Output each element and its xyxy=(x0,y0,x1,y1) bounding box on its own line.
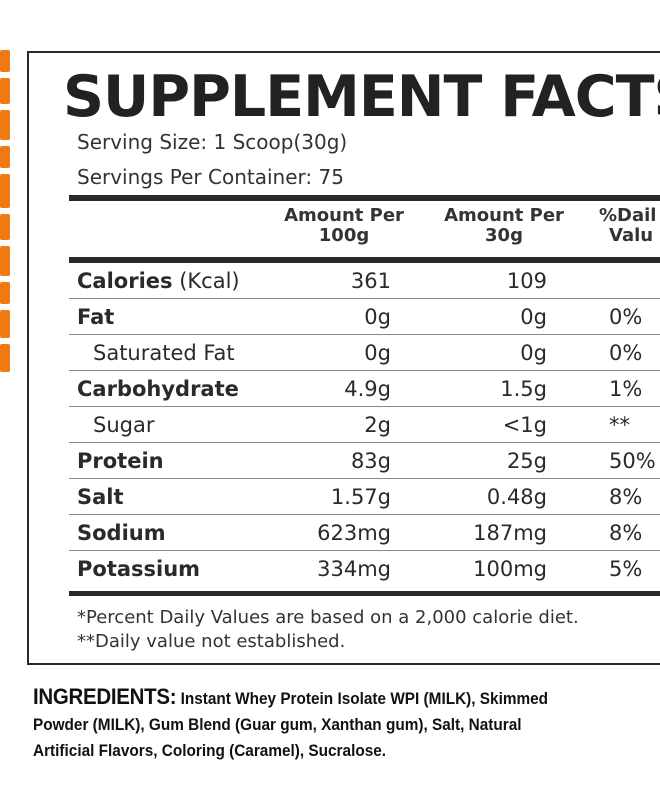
nutrient-name: Salt xyxy=(77,485,124,509)
value-per-30g: 25g xyxy=(506,449,547,473)
servings-per-container: Servings Per Container: 75 xyxy=(77,165,344,189)
value-per-100g: 334mg xyxy=(317,557,391,581)
nutrient-row-sodium: Sodium 623mg 187mg 8% xyxy=(69,515,660,551)
ingredients-block: INGREDIENTS: Instant Whey Protein Isolat… xyxy=(33,684,628,764)
column-header-daily-value: %Dail Valu xyxy=(599,206,656,246)
nutrient-row-saturated-fat: Saturated Fat 0g 0g 0% xyxy=(69,335,660,371)
daily-value: 0% xyxy=(609,305,643,329)
value-per-100g: 83g xyxy=(350,449,391,473)
daily-value: 50% xyxy=(609,449,656,473)
daily-value: 8% xyxy=(609,485,643,509)
column-header-100g: Amount Per 100g xyxy=(271,206,417,246)
ingredients-line-1: INGREDIENTS: Instant Whey Protein Isolat… xyxy=(33,684,628,712)
nutrient-name: Calories (Kcal) xyxy=(77,269,240,293)
column-header-dv-line1: %Dail xyxy=(599,205,657,226)
thick-rule-bottom xyxy=(69,591,660,596)
nutrient-name: Sodium xyxy=(77,521,166,545)
nutrient-row-sugar: Sugar 2g <1g ** xyxy=(69,407,660,443)
value-per-100g: 1.57g xyxy=(330,485,391,509)
column-header-30g-line1: Amount Per xyxy=(444,205,564,226)
value-per-30g: 0g xyxy=(520,305,547,329)
ingredients-text-1: Instant Whey Protein Isolate WPI (MILK),… xyxy=(180,690,549,708)
supplement-facts-panel: SUPPLEMENT FACTS Serving Size: 1 Scoop(3… xyxy=(27,51,660,665)
nutrient-row-carbohydrate: Carbohydrate 4.9g 1.5g 1% xyxy=(69,371,660,407)
value-per-100g: 623mg xyxy=(317,521,391,545)
nutrient-row-fat: Fat 0g 0g 0% xyxy=(69,299,660,335)
daily-value: 8% xyxy=(609,521,643,545)
value-per-30g: 109 xyxy=(506,269,547,293)
nutrient-row-calories: Calories (Kcal) 361 109 xyxy=(69,263,660,299)
nutrient-name: Saturated Fat xyxy=(93,341,235,365)
value-per-30g: 0g xyxy=(520,341,547,365)
column-header-30g: Amount Per 30g xyxy=(431,206,577,246)
ingredients-label: INGREDIENTS: xyxy=(33,684,177,709)
daily-value: 0% xyxy=(609,341,643,365)
footnote-not-established: **Daily value not established. xyxy=(77,631,346,652)
nutrient-row-potassium: Potassium 334mg 100mg 5% xyxy=(69,551,660,587)
ingredients-line-2: Powder (MILK), Gum Blend (Guar gum, Xant… xyxy=(33,716,522,734)
nutrient-name: Sugar xyxy=(93,413,155,437)
footnote-daily-values: *Percent Daily Values are based on a 2,0… xyxy=(77,607,579,628)
nutrient-row-protein: Protein 83g 25g 50% xyxy=(69,443,660,479)
value-per-100g: 0g xyxy=(364,341,391,365)
nutrient-name: Fat xyxy=(77,305,115,329)
column-header-dv-line2: Valu xyxy=(609,225,654,246)
nutrient-name: Potassium xyxy=(77,557,201,581)
value-per-100g: 4.9g xyxy=(344,377,391,401)
side-accent-stripe xyxy=(0,50,10,372)
value-per-30g: <1g xyxy=(502,413,547,437)
value-per-100g: 2g xyxy=(364,413,391,437)
daily-value: 5% xyxy=(609,557,643,581)
daily-value: ** xyxy=(609,413,630,437)
nutrient-name: Carbohydrate xyxy=(77,377,239,401)
value-per-100g: 0g xyxy=(364,305,391,329)
nutrient-name: Protein xyxy=(77,449,164,473)
value-per-30g: 0.48g xyxy=(486,485,547,509)
value-per-30g: 100mg xyxy=(473,557,547,581)
value-per-100g: 361 xyxy=(350,269,391,293)
thick-rule-header xyxy=(69,257,660,263)
nutrient-row-salt: Salt 1.57g 0.48g 8% xyxy=(69,479,660,515)
column-header-30g-line2: 30g xyxy=(485,225,523,246)
panel-title: SUPPLEMENT FACTS xyxy=(63,64,660,130)
column-header-100g-line2: 100g xyxy=(318,225,370,246)
thick-rule-top xyxy=(69,195,660,201)
daily-value: 1% xyxy=(609,377,643,401)
value-per-30g: 1.5g xyxy=(500,377,547,401)
serving-size: Serving Size: 1 Scoop(30g) xyxy=(77,130,348,154)
column-header-100g-line1: Amount Per xyxy=(284,205,404,226)
ingredients-line-3: Artificial Flavors, Coloring (Caramel), … xyxy=(33,742,387,760)
value-per-30g: 187mg xyxy=(473,521,547,545)
